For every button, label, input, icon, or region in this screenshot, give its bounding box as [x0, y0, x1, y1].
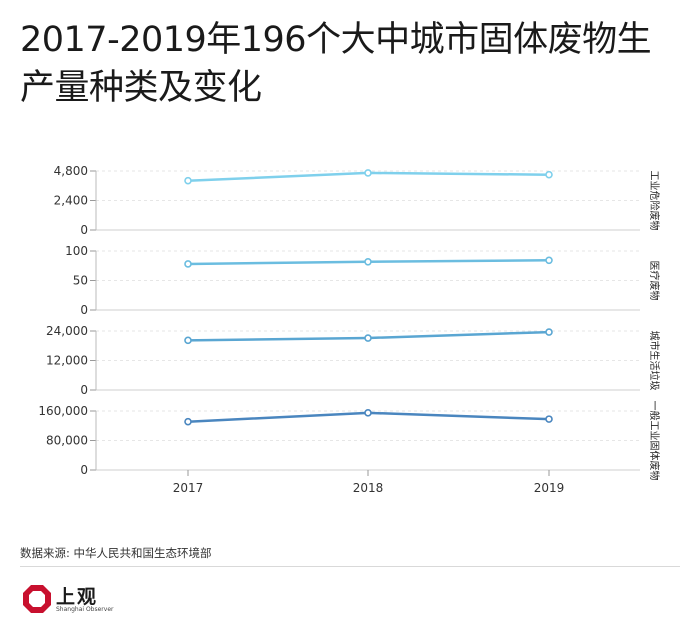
series-label: 医疗废物 [648, 261, 661, 301]
data-point [184, 417, 192, 426]
data-point [545, 415, 553, 423]
y-tick-label: 4,800 [54, 164, 88, 178]
y-tick-label: 100 [65, 244, 88, 258]
brand-logo: 上观 Shanghai Observer [22, 582, 152, 622]
data-point [364, 169, 372, 177]
y-tick-label: 0 [80, 463, 88, 477]
footer-divider [20, 566, 680, 567]
y-tick-label: 50 [73, 274, 88, 288]
data-point [184, 336, 192, 345]
data-point [545, 170, 553, 179]
y-tick-label: 160,000 [38, 404, 88, 418]
data-source: 数据来源: 中华人民共和国生态环境部 [20, 546, 212, 560]
data-point [364, 409, 372, 417]
octagon-logo-icon [23, 585, 51, 613]
logo-name: 上观 [56, 586, 99, 608]
y-tick-label: 24,000 [46, 324, 88, 338]
x-tick-label: 2018 [353, 481, 384, 495]
data-point [184, 176, 192, 185]
multi-panel-line-chart: 0 2,400 4,800 工业危险废物 0 50 100 医疗废物 0 12,000 24,000… [38, 164, 661, 495]
series-label: 工业危险废物 [648, 171, 661, 231]
y-tick-label: 80,000 [46, 434, 88, 448]
logo-subtitle: Shanghai Observer [56, 606, 114, 613]
y-tick-label: 0 [80, 303, 88, 317]
data-point [545, 328, 553, 336]
series-label: 一般工业固体废物 [648, 401, 661, 481]
x-tick-label: 2017 [173, 481, 204, 495]
y-tick-label: 2,400 [54, 194, 88, 208]
chart-title: 2017-2019年196个大中城市固体废物生产量种类及变化 [20, 20, 652, 108]
y-tick-label: 0 [80, 383, 88, 397]
data-point [364, 334, 372, 342]
data-point [184, 260, 192, 268]
x-tick-label: 2019 [534, 481, 565, 495]
data-point [545, 256, 553, 265]
data-point [364, 257, 372, 266]
series-label: 城市生活垃圾 [648, 331, 661, 391]
y-tick-label: 12,000 [46, 354, 88, 368]
y-tick-label: 0 [80, 223, 88, 237]
